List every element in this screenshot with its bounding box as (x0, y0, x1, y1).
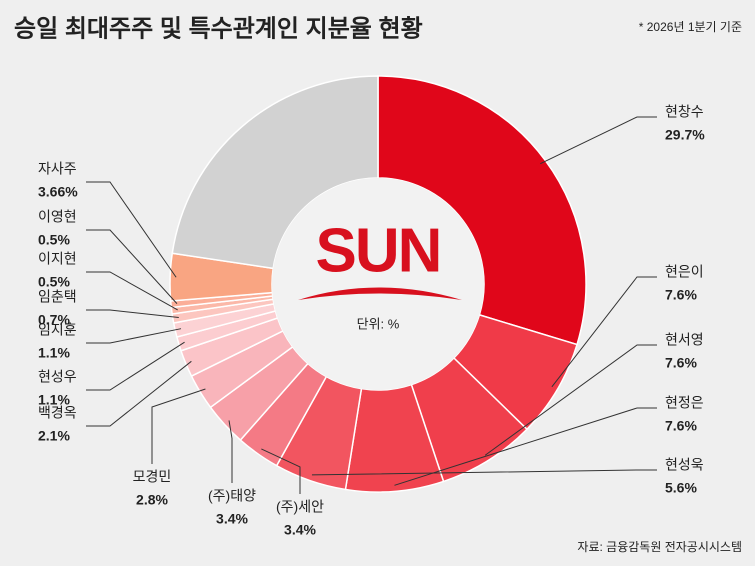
logo-swoosh (298, 287, 462, 300)
value-label: 29.7% (665, 127, 705, 143)
slice-label: 이지현 (38, 251, 77, 267)
value-label: 3.4% (216, 511, 248, 527)
slice-label: 자사주 (38, 161, 77, 177)
slice-label: (주)세안 (276, 499, 324, 515)
slice-label: 현서영 (665, 332, 704, 348)
value-label: 7.6% (665, 418, 697, 434)
value-label: 7.6% (665, 355, 697, 371)
value-label: 7.6% (665, 287, 697, 303)
leader-line (228, 420, 233, 483)
slice-label: 현은이 (665, 264, 704, 280)
value-label: 0.5% (38, 274, 70, 290)
slice-label: 현창수 (665, 104, 704, 120)
value-label: 0.5% (38, 232, 70, 248)
leader-line (540, 116, 657, 165)
chart-title: 승일 최대주주 및 특수관계인 지분율 현황 (14, 15, 423, 42)
value-label: 1.1% (38, 345, 70, 361)
slice-label: (주)태양 (208, 488, 256, 504)
leader-line (261, 448, 301, 494)
value-label: 5.6% (665, 480, 697, 496)
slice-label: 임지훈 (38, 322, 77, 338)
logo-text: SUN (316, 216, 441, 285)
leader-line (86, 341, 185, 391)
unit-note: 단위: % (357, 316, 400, 331)
leader-line (151, 388, 206, 464)
slice-label: 현정은 (665, 395, 704, 411)
source: 자료: 금융감독원 전자공시시스템 (577, 540, 742, 554)
value-label: 2.1% (38, 428, 70, 444)
value-label: 3.4% (284, 522, 316, 538)
slice-label: 현성욱 (665, 457, 704, 473)
leader-line (86, 229, 178, 304)
leader-line (86, 309, 179, 318)
donut-hole (272, 178, 484, 390)
slice-label: 임춘택 (38, 289, 77, 305)
value-label: 0.7% (38, 312, 70, 328)
value-label: 1.1% (38, 392, 70, 408)
value-label: 3.66% (38, 184, 78, 200)
leader-line (86, 271, 178, 311)
slice-label: 현성우 (38, 369, 77, 385)
note: * 2026년 1분기 기준 (639, 20, 742, 34)
leader-line (551, 276, 657, 388)
leader-line (394, 407, 657, 486)
slice-label: 이영현 (38, 209, 77, 225)
slices (169, 75, 587, 493)
leader-line (311, 469, 657, 476)
leader-line (86, 360, 192, 427)
slice-label: 백경옥 (38, 405, 77, 421)
leader-line (86, 181, 177, 278)
leader-line (86, 328, 182, 344)
slice-label: 모경민 (133, 469, 172, 485)
value-label: 2.8% (136, 492, 168, 508)
leader-line (484, 344, 657, 456)
